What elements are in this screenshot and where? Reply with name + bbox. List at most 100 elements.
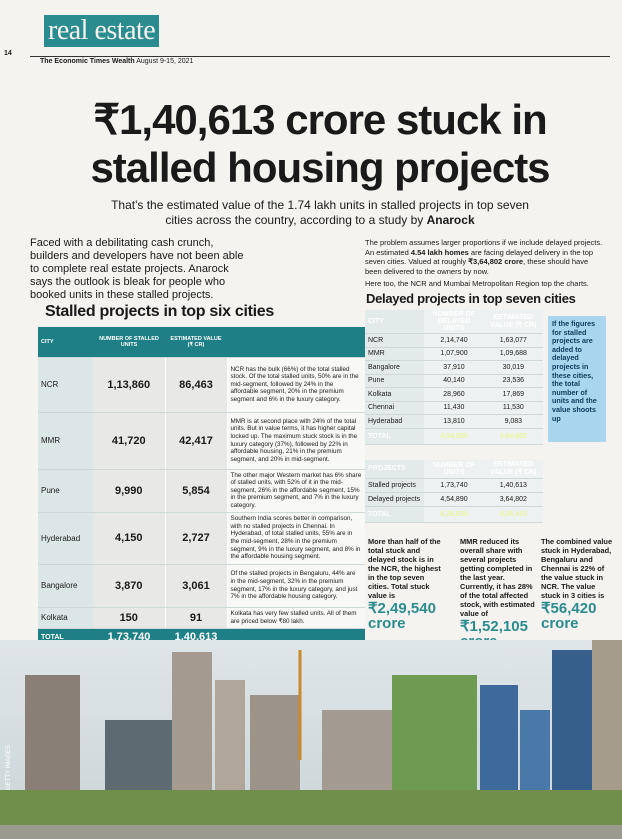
headline: ₹1,40,613 crore stuck in stalled housing … [20, 96, 620, 192]
note: Kolkata has very few stalled units. All … [227, 607, 365, 629]
fact: More than half of the total stuck and de… [368, 537, 446, 631]
city: Bangalore [38, 564, 93, 608]
note: NCR has the bulk (66%) of the total stal… [227, 357, 365, 413]
row: Stalled projects 1,73,740 1,40,613 [365, 478, 543, 493]
fact-text: MMR reduced its overall share with sever… [460, 537, 535, 618]
row: NCR 2,14,740 1,63,077 [365, 333, 543, 348]
cell: MMR [365, 347, 425, 361]
rule [30, 56, 610, 57]
note: Of the stalled projects in Bengaluru, 44… [227, 564, 365, 608]
header-row: PROJECTS NUMBER OF UNITS ESTIMATED VALUE (… [365, 460, 543, 479]
row: Hyderabad 13,810 9,083 [365, 414, 543, 429]
cell: 1,09,688 [483, 347, 543, 361]
text: are facing delayed delivery in the top s… [365, 247, 594, 267]
column-header: NUMBER OF DELAYED UNITS [424, 310, 484, 334]
cell: 30,019 [483, 360, 543, 375]
text: The problem assumes larger proportions i… [365, 238, 603, 257]
city: Pune [38, 469, 93, 513]
cell: NCR [365, 333, 425, 348]
city: Kolkata [38, 607, 93, 629]
units: 3,870 [93, 564, 166, 608]
city: NCR [38, 357, 93, 413]
value: 5,854 [165, 469, 228, 513]
section-name: real estate [44, 15, 160, 47]
headline-line: ₹1,40,613 crore stuck in [93, 96, 547, 143]
column-header: ESTIMATED VALUE (₹ CR) [483, 310, 543, 334]
cell: 11,430 [424, 401, 484, 415]
cell: 28,960 [424, 387, 484, 402]
cell: 11,530 [483, 401, 543, 415]
cell: Bangalore [365, 360, 425, 375]
units: 1,13,860 [93, 357, 166, 413]
cell: Hyderabad [365, 414, 425, 429]
row: Delayed projects 4,54,890 3,64,802 [365, 492, 543, 507]
row: NCR 1,13,860 86,463 NCR has the bulk (66%) … [38, 357, 365, 413]
header-row: CITY NUMBER OF DELAYED UNITS ESTIMATED VAL… [365, 310, 543, 334]
column-header: ESTIMATED VALUE (₹ CR) [165, 327, 227, 358]
fact-amount: ₹2,49,540 crore [368, 600, 436, 632]
fact-text: More than half of the total stuck and de… [368, 537, 441, 600]
cell: Delayed projects [365, 492, 425, 507]
cell: 9,083 [483, 414, 543, 429]
intro-left: Faced with a debilitating cash crunch, b… [30, 237, 244, 301]
units: 41,720 [93, 412, 166, 470]
total-cell: 4,54,890 [424, 428, 484, 445]
city-photo [0, 640, 622, 839]
cell: 4,54,890 [424, 492, 484, 507]
column-header: ESTIMATED VALUE (₹ CR) [483, 460, 543, 479]
delayed-title: Delayed projects in top seven cities [366, 291, 576, 306]
cell: 37,910 [424, 360, 484, 375]
cell: Stalled projects [365, 478, 425, 493]
cell: 1,73,740 [424, 478, 484, 493]
column-header: CITY [365, 310, 425, 334]
row: MMR 1,07,900 1,09,688 [365, 347, 543, 361]
cell: 1,40,613 [483, 478, 543, 493]
row: Chennai 11,430 11,530 [365, 401, 543, 415]
total-cell: TOTAL [365, 506, 425, 523]
text-bold: 4.54 lakh homes [410, 247, 469, 257]
cell: 40,140 [424, 374, 484, 388]
city: Hyderabad [38, 512, 93, 565]
cell: 1,63,077 [483, 333, 543, 348]
column-header: PROJECTS [365, 460, 425, 479]
masthead: The Economic Times Wealth August 9-15, 2… [40, 58, 193, 65]
subtitle: That's the estimated value of the 1.74 l… [110, 198, 530, 228]
value: 42,417 [165, 412, 228, 470]
stalled-table: CITY NUMBER OF STALLED UNITS ESTIMATED VAL… [38, 327, 365, 647]
value: 3,061 [165, 564, 228, 608]
text: Here too, the NCR and Mumbai Metropolita… [365, 279, 589, 288]
city: MMR [38, 412, 93, 470]
headline-line: stalled housing projects [90, 144, 550, 191]
column-header: CITY [38, 327, 93, 358]
column-header [227, 327, 365, 358]
subtitle-source: Anarock [426, 213, 475, 227]
column-header: NUMBER OF STALLED UNITS [93, 327, 165, 358]
total-cell: 6,28,630 [424, 506, 484, 523]
delayed-table: CITY NUMBER OF DELAYED UNITS ESTIMATED VAL… [365, 310, 543, 445]
text: , these should have been delivered to th… [365, 257, 589, 276]
fact-amount: ₹56,420 crore [541, 600, 597, 632]
row: Kolkata 150 91 Kolkata has very few stalled… [38, 607, 365, 629]
cell: 13,810 [424, 414, 484, 429]
stalled-title: Stalled projects in top six cities [45, 303, 274, 320]
photo-credit: GETTY IMAGES [6, 745, 12, 790]
cell: 23,536 [483, 374, 543, 388]
total-cell: TOTAL [365, 428, 425, 445]
header-row: CITY NUMBER OF STALLED UNITS ESTIMATED VAL… [38, 327, 365, 358]
cell: 3,64,802 [483, 492, 543, 507]
fact: The combined value stuck in Hyderabad, B… [541, 537, 613, 631]
subtitle-text: That's the estimated value of the 1.74 l… [111, 198, 529, 227]
row: MMR 41,720 42,417 MMR is at second place wi… [38, 412, 365, 470]
cell: Kolkata [365, 387, 425, 402]
callout: If the figures for stalled projects are … [548, 316, 606, 442]
row: Hyderabad 4,150 2,727 Southern India scores… [38, 512, 365, 565]
row: Pune 40,140 23,536 [365, 374, 543, 388]
cell: 17,869 [483, 387, 543, 402]
row: Bangalore 3,870 3,061 Of the stalled projec… [38, 564, 365, 608]
total-row: TOTAL 6,28,630 5,05,415 [365, 506, 543, 523]
date: August 9-15, 2021 [136, 58, 194, 65]
row: Kolkata 28,960 17,869 [365, 387, 543, 402]
page-number: 14 [4, 50, 12, 57]
text-bold: ₹3,64,802 crore [468, 257, 524, 266]
cell: 1,07,900 [424, 347, 484, 361]
